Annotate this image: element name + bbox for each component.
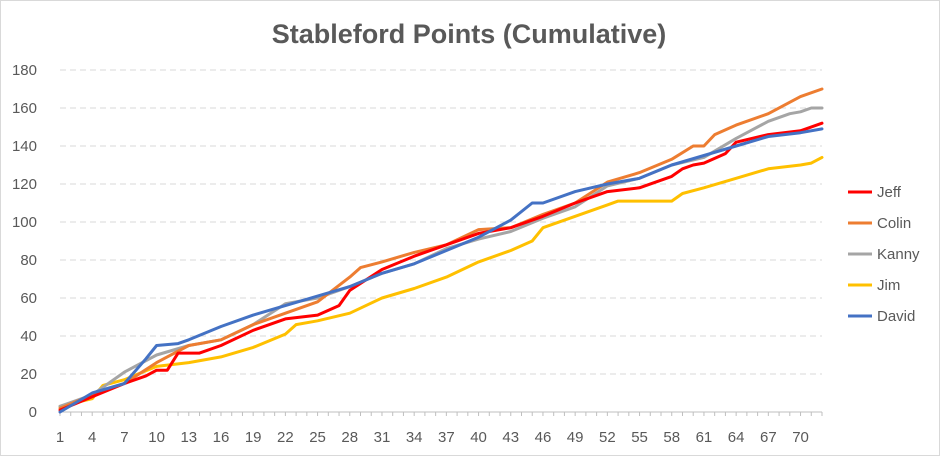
x-tick-label: 67 [760, 429, 777, 446]
x-tick-label: 22 [277, 429, 294, 446]
y-tick-label: 120 [12, 176, 37, 193]
legend-label-colin: Colin [877, 215, 911, 232]
x-tick-label: 43 [502, 429, 519, 446]
series-line-jeff [58, 121, 824, 412]
y-tick-label: 160 [12, 100, 37, 117]
x-tick-label: 64 [728, 429, 745, 446]
y-tick-label: 100 [12, 214, 37, 231]
x-tick-label: 25 [309, 429, 326, 446]
series-line-david [58, 127, 824, 414]
x-tick-label: 37 [438, 429, 455, 446]
y-tick-label: 140 [12, 138, 37, 155]
x-tick-label: 34 [406, 429, 423, 446]
x-tick-label: 4 [88, 429, 96, 446]
x-tick-label: 46 [535, 429, 552, 446]
x-tick-label: 16 [213, 429, 230, 446]
x-tick-label: 13 [180, 429, 197, 446]
y-tick-label: 80 [20, 252, 37, 269]
y-tick-label: 0 [29, 404, 37, 421]
x-tick-label: 58 [663, 429, 680, 446]
grid-lines [60, 69, 822, 375]
x-tick-label: 28 [341, 429, 358, 446]
legend-label-david: David [877, 308, 915, 325]
x-tick-label: 7 [120, 429, 128, 446]
legend-label-kanny: Kanny [877, 246, 920, 263]
legend-label-jim: Jim [877, 277, 900, 294]
series-lines [58, 87, 824, 414]
x-tick-label: 55 [631, 429, 648, 446]
y-tick-label: 20 [20, 366, 37, 383]
x-tick-label: 1 [56, 429, 64, 446]
legend: Jeff Colin Kanny Jim David [848, 184, 920, 325]
y-tick-label: 180 [12, 62, 37, 79]
x-tick-label: 40 [470, 429, 487, 446]
x-tick-label: 52 [599, 429, 616, 446]
series-line-colin [58, 87, 824, 410]
y-tick-label: 40 [20, 328, 37, 345]
legend-label-jeff: Jeff [877, 184, 902, 201]
x-tick-label: 10 [148, 429, 165, 446]
x-tick-label: 70 [792, 429, 809, 446]
chart-title: Stableford Points (Cumulative) [272, 19, 667, 49]
series-line-jim [58, 155, 824, 408]
x-tick-label: 61 [696, 429, 713, 446]
x-tick-label: 19 [245, 429, 262, 446]
x-tick-label: 31 [374, 429, 391, 446]
axes: 0 20 40 60 80 100 120 140 160 180 1 4 7 10 13 16 19 22 25 2… [12, 62, 823, 446]
x-tick-label: 49 [567, 429, 584, 446]
y-tick-label: 60 [20, 290, 37, 307]
